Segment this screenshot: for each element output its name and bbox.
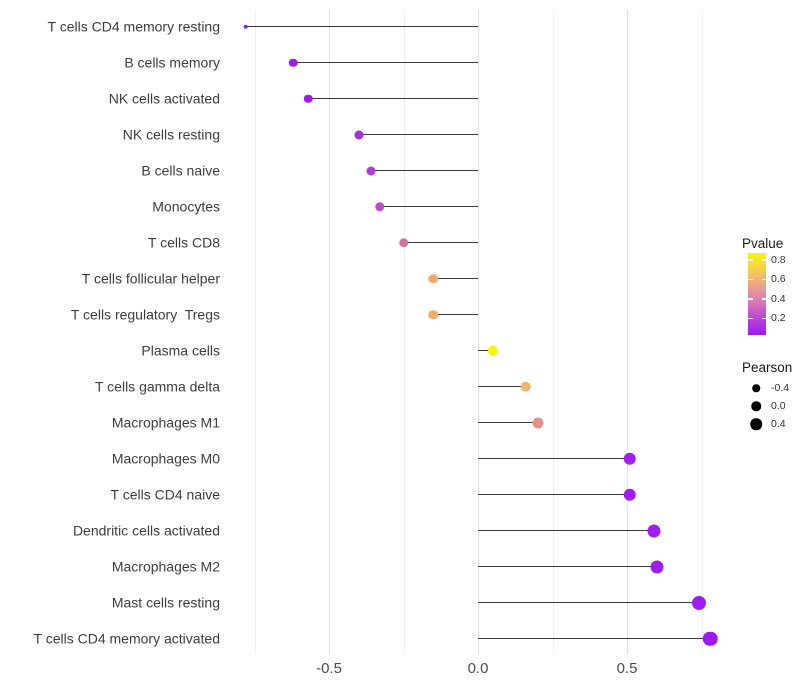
lollipop-dot [691,595,706,610]
lollipop-stem [478,565,657,568]
pvalue-tick-label: 0.8 [771,253,786,266]
pvalue-colorbar-tickmark [761,298,766,300]
pearson-size-label: -0.4 [771,382,790,394]
lollipop-dot [532,417,544,428]
lollipop-stem [478,529,654,532]
lollipop-stem [433,313,478,316]
category-label: T cells follicular helper [81,270,220,286]
lollipop-dot [398,237,409,248]
lollipop-stem [478,349,493,352]
gridline-major [329,10,330,654]
pvalue-colorbar-tickmark [761,259,766,261]
pvalue-colorbar-tickmark [761,317,766,320]
pearson-size-label: 0.4 [771,418,786,430]
gridline-minor [254,10,256,654]
category-label: T cells CD4 memory resting [47,18,220,34]
pearson-size-dot [750,418,762,430]
pvalue-colorbar-tickmark [748,259,753,261]
lollipop-dot [623,452,637,465]
x-axis-tick-label: 0.0 [467,660,489,677]
lollipop-dot [428,273,439,284]
lollipop-stem [478,385,526,388]
lollipop-dot [647,524,661,537]
lollipop-dot [487,345,499,356]
pvalue-tick-label: 0.6 [771,273,786,286]
category-label: Monocytes [152,198,220,214]
gridline-major [627,10,628,654]
category-label: Mast cells resting [111,594,220,610]
gridline-major [478,10,479,654]
category-label: Dendritic cells activated [72,522,220,538]
category-label: Macrophages M1 [111,414,220,430]
lollipop-stem [478,493,630,496]
lollipop-stem [403,241,478,244]
lollipop-stem [478,601,699,604]
pvalue-legend-title: Pvalue [742,236,784,251]
category-label: Macrophages M2 [111,558,220,574]
lollipop-stem [379,205,478,208]
gridline-minor [552,10,554,654]
lollipop-stem [433,277,478,280]
lollipop-dot [288,58,298,67]
lollipop-stem [478,421,538,424]
lollipop-stem [478,637,711,640]
lollipop-stem [358,133,478,136]
pvalue-colorbar [748,253,766,335]
pvalue-colorbar-tickmark [748,317,753,320]
pearson-size-dot [752,384,760,392]
category-label: Plasma cells [141,342,220,358]
lollipop-dot [366,166,376,175]
category-label: T cells regulatory Tregs [70,306,220,322]
category-label: T cells CD8 [147,234,220,250]
category-label: T cells CD4 memory activated [33,630,220,646]
pearson-legend-title: Pearson [742,360,793,375]
category-label: Macrophages M0 [111,450,220,466]
pvalue-colorbar-tickmark [761,278,766,281]
gridline-minor [403,10,405,654]
lollipop-stem [293,61,478,64]
lollipop-stem [308,97,478,100]
lollipop-dot [428,309,439,320]
pearson-size-dot [751,401,761,411]
lollipop-stem [245,25,478,28]
pearson-size-label: 0.0 [771,400,786,412]
lollipop-dot [520,381,531,392]
pvalue-colorbar-tickmark [748,278,753,281]
x-axis-tick-label: -0.5 [316,660,342,677]
lollipop-stem [478,457,630,460]
x-axis-tick-label: 0.5 [616,660,638,677]
category-label: T cells gamma delta [94,378,220,394]
category-label: B cells naive [141,162,220,178]
pvalue-tick-label: 0.2 [771,312,786,325]
lollipop-dot [703,631,718,646]
category-label: T cells CD4 naive [110,486,220,502]
lollipop-dot [374,201,385,212]
lollipop-dot [650,560,664,573]
lollipop-dot [623,488,637,501]
lollipop-dot [243,24,248,29]
pvalue-tick-label: 0.4 [771,292,786,305]
pvalue-colorbar-tickmark [748,298,753,300]
category-label: NK cells activated [108,90,220,106]
lollipop-stem [370,169,478,172]
category-label: NK cells resting [122,126,220,142]
lollipop-dot [303,94,313,103]
lollipop-dot [354,130,364,139]
category-label: B cells memory [124,54,220,70]
gridline-minor [701,10,703,654]
